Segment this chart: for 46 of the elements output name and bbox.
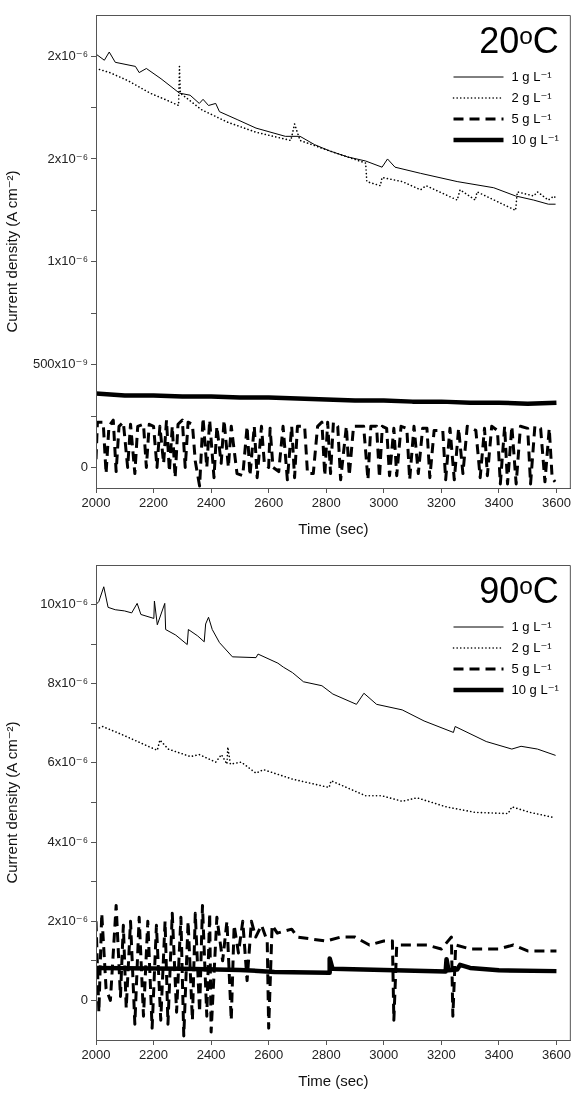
x-axis-title: Time (sec) [298, 1072, 369, 1090]
x-tick-label: 3400 [484, 495, 514, 511]
legend-label: 10 g L⁻¹ [511, 131, 560, 147]
y-tick-label: 8x10⁻⁶ [47, 675, 88, 691]
line-series [96, 416, 557, 488]
x-tick-label: 2000 [81, 1047, 111, 1063]
legend-label: 1 g L⁻¹ [511, 618, 553, 634]
x-tick-label: 2000 [81, 495, 111, 511]
legend-label: 2 g L⁻¹ [511, 89, 553, 105]
y-axis-title: Current density (A cm⁻²) [3, 170, 21, 333]
x-tick-label: 3000 [369, 495, 399, 511]
y-tick-label: 6x10⁻⁶ [47, 754, 88, 770]
line-series [96, 725, 555, 819]
y-tick-label: 0 [80, 459, 88, 475]
x-tick-label: 3200 [426, 1047, 456, 1063]
y-tick-label: 2x10⁻⁶ [47, 47, 88, 63]
y-tick-label: 10x10⁻⁶ [40, 596, 88, 612]
y-tick-label: 1x10⁻⁶ [47, 253, 88, 269]
legend-label: 2 g L⁻¹ [511, 639, 553, 655]
x-tick-label: 2400 [196, 1047, 226, 1063]
y-tick-label: 4x10⁻⁶ [47, 833, 88, 849]
x-tick-label: 3600 [541, 1047, 571, 1063]
legend-label: 5 g L⁻¹ [511, 110, 553, 126]
x-tick-label: 2200 [139, 495, 169, 511]
x-tick-label: 2600 [254, 495, 284, 511]
y-tick-label: 0 [80, 991, 88, 1007]
x-tick-label: 2400 [196, 495, 226, 511]
chart-title: 90ᵒC [479, 569, 559, 611]
y-axis-title: Current density (A cm⁻²) [3, 721, 21, 884]
legend-label: 10 g L⁻¹ [511, 681, 560, 697]
legend-label: 5 g L⁻¹ [511, 660, 553, 676]
x-tick-label: 3200 [426, 495, 456, 511]
x-tick-label: 3400 [484, 1047, 514, 1063]
x-tick-label: 2200 [139, 1047, 169, 1063]
legend-label: 1 g L⁻¹ [511, 68, 553, 84]
chart-title: 20ᵒC [479, 19, 559, 61]
x-tick-label: 2800 [311, 1047, 341, 1063]
x-tick-label: 2800 [311, 495, 341, 511]
x-tick-label: 2600 [254, 1047, 284, 1063]
x-axis-title: Time (sec) [298, 520, 369, 538]
y-tick-label: 2x10⁻⁶ [47, 912, 88, 928]
x-tick-label: 3600 [541, 495, 571, 511]
y-tick-label: 2x10⁻⁶ [47, 150, 88, 166]
x-tick-label: 3000 [369, 1047, 399, 1063]
line-series [96, 903, 558, 1038]
y-tick-label: 500x10⁻⁹ [32, 356, 88, 372]
